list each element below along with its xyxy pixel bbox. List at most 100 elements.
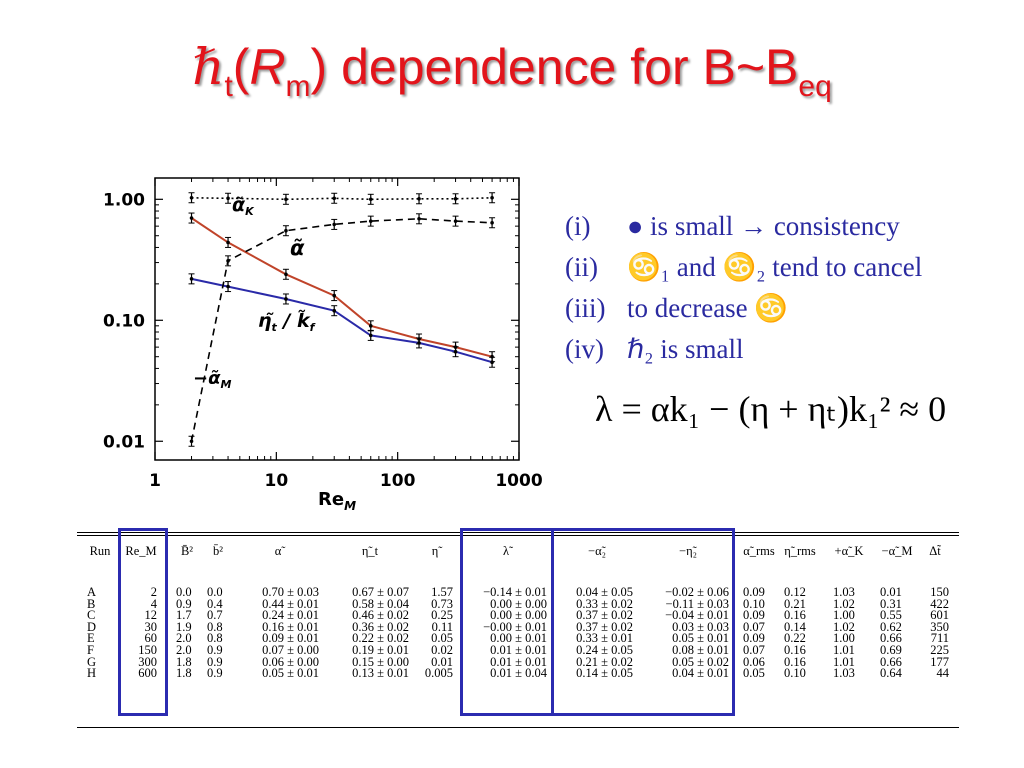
- table-cell: 0.37 ± 0.02: [576, 608, 633, 623]
- table-cell: 0.09 ± 0.01: [262, 631, 319, 646]
- data-point: [490, 220, 494, 225]
- table-cell: 0.04 ± 0.05: [576, 585, 633, 599]
- data-point: [226, 284, 230, 289]
- table-cell: 0.01: [431, 654, 453, 669]
- table-cell: 1.00: [833, 631, 855, 646]
- table-column: 0.0 0.4 0.7 0.8 0.8 0.9 0.9 0.9: [207, 586, 229, 680]
- data-point: [189, 216, 194, 220]
- table-cell: 0.64: [880, 666, 902, 681]
- table-cell: 12: [144, 608, 158, 623]
- table-header-cell: −α̃_M: [881, 544, 913, 558]
- note-item: (ii) ♋₁ and ♋₂ tend to cancel: [565, 252, 923, 282]
- table-cell: 0.31: [880, 596, 902, 611]
- data-point: [226, 196, 230, 201]
- table-cell: 0.73: [431, 596, 453, 611]
- notes-list: (i) ● is small → consistency (ii) ♋₁ and ♋…: [565, 206, 922, 370]
- table-column: 1.57 0.73 0.25 0.11 0.05 0.02 0.01 0.005: [417, 586, 453, 680]
- table-cell: 0.9: [207, 654, 223, 669]
- note-item: (i) ● is small → consistency: [565, 211, 900, 241]
- table-cell: 0.09: [743, 608, 765, 623]
- data-point: [417, 196, 421, 201]
- table-cell: 2.0: [176, 631, 192, 646]
- table-cell: 0.66: [880, 654, 902, 669]
- table-cell: 177: [930, 654, 949, 669]
- table-header-cell: Δt̃: [929, 544, 941, 558]
- label-minus-alpha-m: −α̃M: [193, 368, 231, 391]
- table-cell: 0.05 ± 0.01: [672, 631, 729, 646]
- table-cell: −0.14 ± 0.01: [483, 585, 547, 599]
- data-point: [332, 308, 337, 313]
- data-point: [368, 219, 373, 223]
- table-cell: 0.8: [207, 631, 223, 646]
- table-cell: 0.01: [880, 585, 902, 599]
- table-cell: −0.00 ± 0.01: [483, 619, 547, 634]
- table-cell: 422: [930, 596, 949, 611]
- table-cell: 0.14 ± 0.05: [576, 666, 633, 681]
- table-header-cell: b̄²: [213, 544, 223, 558]
- table-top-rule-2: [77, 535, 959, 536]
- table-column: −0.14 ± 0.01 0.00 ± 0.00 0.00 ± 0.00 −0.00 …: [465, 585, 547, 680]
- table-cell: 0.05 ± 0.02: [672, 654, 729, 669]
- table-header-cell: η̃_rms: [784, 544, 816, 558]
- table-cell: 0.36 ± 0.02: [352, 619, 409, 634]
- table-cell: 0.00 ± 0.00: [490, 596, 547, 611]
- table-cell: 1.01: [833, 642, 855, 657]
- data-point: [332, 222, 337, 227]
- data-point: [189, 439, 194, 444]
- table-header-cell: α̃: [274, 544, 282, 558]
- table-cell: 0.07 ± 0.00: [262, 642, 319, 657]
- table-cell: 1.8: [176, 666, 192, 681]
- data-point: [226, 240, 230, 245]
- note-item: (iv) ℏ₂ is small: [565, 334, 744, 364]
- table-cell: G: [87, 654, 97, 669]
- table-cell: 0.06: [743, 654, 765, 669]
- data-point: [490, 195, 494, 200]
- table-cell: 0.10: [743, 596, 765, 611]
- table-cell: 1.01: [833, 654, 855, 669]
- table-cell: 0.15 ± 0.00: [352, 654, 409, 669]
- table-header-cell: η̃: [431, 544, 439, 558]
- table-cell: 0.16: [784, 654, 806, 669]
- table-header-cell: Run: [89, 544, 111, 558]
- data-point: [368, 197, 373, 202]
- data-point: [284, 197, 288, 202]
- table-cell: 0.46 ± 0.02: [352, 608, 409, 623]
- table-cell: 2.0: [176, 642, 192, 657]
- table-cell: 0.00 ± 0.00: [490, 608, 547, 623]
- table-cell: 225: [930, 642, 949, 657]
- table-cell: 0.58 ± 0.04: [352, 596, 409, 611]
- table-cell: 0.11: [431, 619, 453, 634]
- table-cell: 0.05: [743, 666, 765, 681]
- table-cell: 150: [930, 585, 949, 599]
- table-column: 0.0 0.9 1.7 1.9 2.0 2.0 1.8 1.8: [176, 586, 198, 681]
- table-cell: E: [87, 631, 95, 646]
- label-alpha-k: α̃K: [232, 194, 255, 218]
- table-cell: 0.14: [784, 619, 806, 634]
- table-cell: 1.02: [833, 619, 855, 634]
- table-cell: 44: [936, 666, 950, 681]
- x-axis-label: ReM: [318, 489, 356, 513]
- table-cell: 0.06 ± 0.00: [262, 654, 319, 669]
- table-cell: 0.16: [784, 608, 806, 623]
- table-cell: 0.12: [784, 585, 806, 599]
- data-point: [284, 272, 288, 277]
- y-tick-label: 0.10: [103, 311, 145, 331]
- series-line-1: [190, 217, 493, 358]
- table-cell: 0.37 ± 0.02: [576, 619, 633, 634]
- table-cell: 0.9: [176, 596, 192, 611]
- table-header-cell: Re_M: [125, 544, 157, 558]
- table-cell: 0.13 ± 0.01: [352, 666, 409, 681]
- table-cell: 0.01 ± 0.01: [490, 654, 547, 669]
- table-cell: 0.62: [880, 619, 902, 634]
- data-point: [453, 349, 458, 354]
- table-cell: 4: [150, 596, 157, 611]
- table-column: 2 4 12 30 60 150 300 600: [125, 586, 158, 680]
- label-alpha: α̃: [290, 236, 305, 260]
- table-cell: −0.04 ± 0.01: [665, 608, 729, 623]
- table-cell: 0.70 ± 0.03: [262, 585, 319, 599]
- highlight-box-rem: [118, 528, 168, 716]
- table-cell: 0.44 ± 0.01: [262, 596, 319, 611]
- series-line-2: [191, 277, 493, 364]
- table-cell: 0.10: [784, 666, 806, 681]
- data-point: [189, 277, 194, 281]
